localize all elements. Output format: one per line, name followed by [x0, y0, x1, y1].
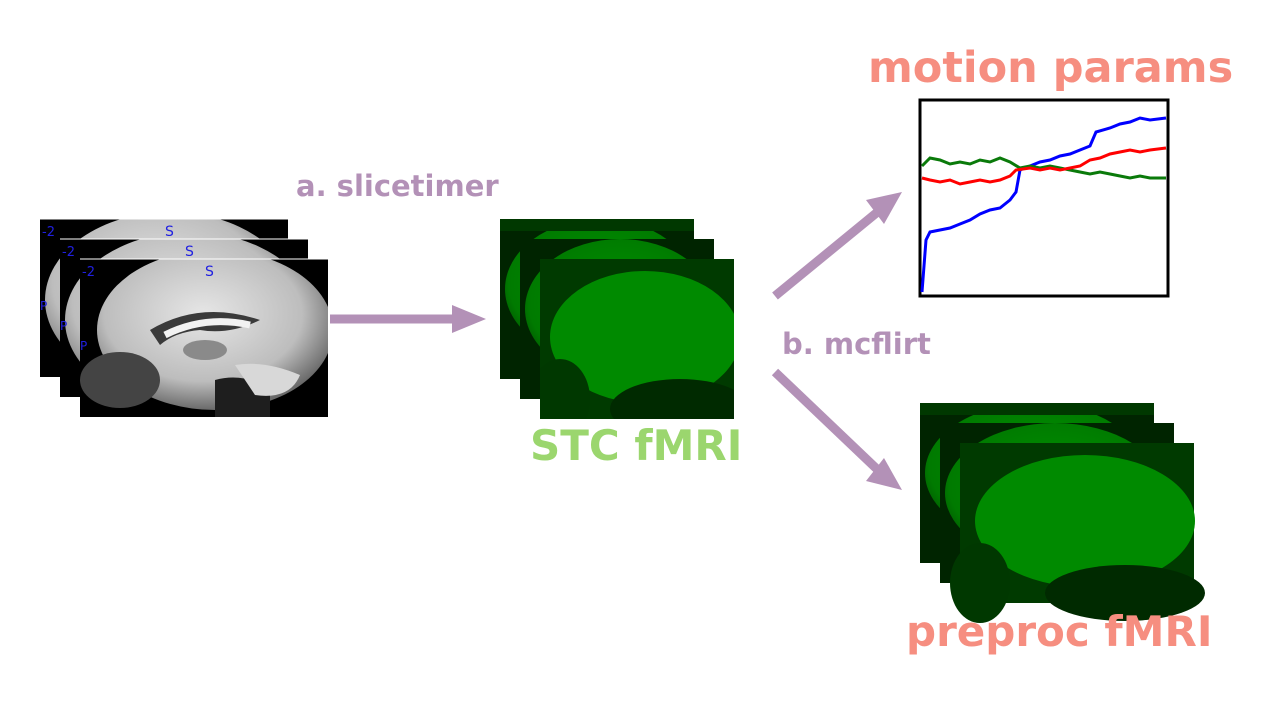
arrow-slicetimer — [330, 305, 486, 333]
motion-trace-green — [920, 156, 1166, 180]
orientation-label: S — [205, 264, 214, 280]
anatomical-stack: -2 S P -2 S P — [40, 218, 328, 417]
stc-fmri-stack — [500, 219, 734, 419]
orientation-label: P — [40, 299, 47, 313]
orientation-label: S — [165, 224, 174, 240]
motion-params-plot — [918, 98, 1170, 298]
anatomical-slice: -2 S P — [80, 258, 328, 417]
motion-params-label: motion params — [868, 43, 1233, 93]
fmri-slice — [950, 443, 1205, 623]
orientation-label: -2 — [82, 265, 95, 280]
orientation-label: S — [185, 244, 194, 260]
fmri-slice — [540, 259, 734, 419]
orientation-label: -2 — [62, 245, 75, 260]
orientation-label: P — [60, 319, 67, 333]
orientation-label: P — [80, 339, 87, 353]
arrow-to-preproc — [771, 368, 902, 490]
preproc-fmri-label: preproc fMRI — [906, 607, 1212, 656]
orientation-label: -2 — [42, 225, 55, 240]
arrow-to-motion-params — [772, 192, 902, 300]
step-b-label: b. mcflirt — [782, 327, 931, 361]
motion-trace-red — [921, 146, 1167, 186]
step-a-label: a. slicetimer — [296, 169, 499, 203]
stc-fmri-label: STC fMRI — [530, 421, 742, 470]
preproc-fmri-stack — [920, 403, 1205, 623]
